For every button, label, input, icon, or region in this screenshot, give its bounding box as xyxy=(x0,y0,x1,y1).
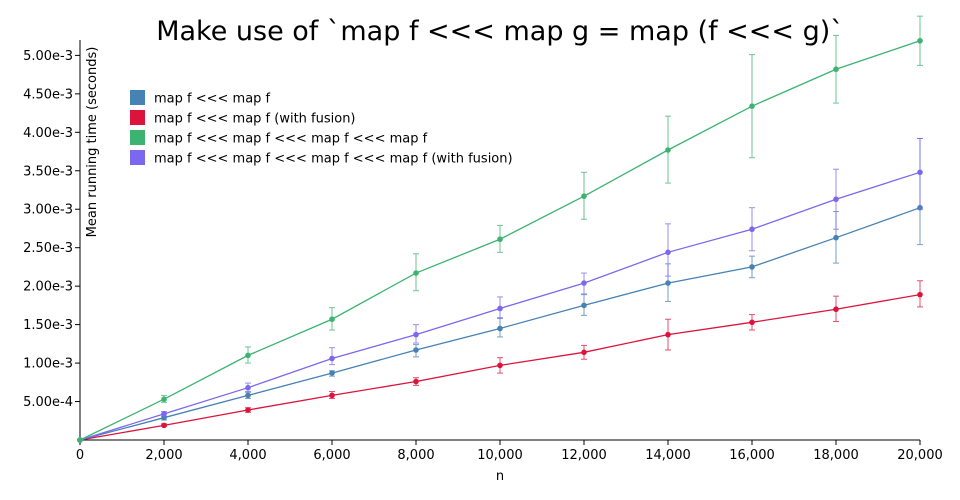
data-point xyxy=(329,370,335,376)
y-tick-label: 1.00e-3 xyxy=(23,357,73,372)
x-tick-label: 10,000 xyxy=(477,448,523,463)
data-point xyxy=(497,325,503,332)
legend-swatch xyxy=(130,110,145,125)
data-point xyxy=(665,147,671,153)
data-point xyxy=(329,355,335,362)
y-axis-ticks: 5.00e-4 1.00e-3 1.50e-3 2.00e-3 2.50e-3 3.00e… xyxy=(23,49,80,410)
data-point xyxy=(497,362,503,369)
x-tick-label: 16,000 xyxy=(729,448,775,463)
x-tick-label: 4,000 xyxy=(229,448,266,463)
x-axis-ticks: 0 2,000 4,000 6,000 8,000 10,000 12,000 14,000 1… xyxy=(76,440,943,463)
data-point xyxy=(749,226,755,233)
x-tick-label: 6,000 xyxy=(313,448,350,463)
data-point xyxy=(833,196,839,203)
x-tick-label: 12,000 xyxy=(561,448,607,463)
series-layer xyxy=(77,15,923,443)
legend-swatch xyxy=(130,130,145,145)
y-tick-label: 4.00e-3 xyxy=(23,126,73,141)
data-point xyxy=(749,319,755,326)
data-point xyxy=(581,280,587,286)
data-point xyxy=(161,422,167,429)
x-tick-label: 14,000 xyxy=(645,448,691,463)
data-point xyxy=(749,103,755,109)
data-point xyxy=(833,306,839,313)
data-point xyxy=(245,407,251,413)
data-point xyxy=(329,316,335,323)
data-point xyxy=(161,396,167,403)
legend-label: map f <<< map f <<< map f <<< map f xyxy=(154,132,428,147)
data-point xyxy=(497,305,503,312)
data-point xyxy=(749,264,755,270)
data-point xyxy=(917,37,923,44)
data-point xyxy=(329,392,335,399)
legend: map f <<< map f map f <<< map f (with fus… xyxy=(130,90,513,167)
y-tick-label: 4.50e-3 xyxy=(23,87,73,102)
data-point xyxy=(581,349,587,356)
y-tick-label: 5.00e-3 xyxy=(23,49,73,64)
chart-title: Make use of `map f <<< map g = map (f <<… xyxy=(156,16,844,47)
x-tick-label: 2,000 xyxy=(145,448,182,463)
legend-label: map f <<< map f (with fusion) xyxy=(154,112,356,127)
y-tick-label: 3.00e-3 xyxy=(23,203,73,218)
y-tick-label: 1.50e-3 xyxy=(23,318,73,333)
data-point xyxy=(665,280,671,286)
data-point xyxy=(413,347,419,353)
data-point xyxy=(833,234,839,241)
data-point xyxy=(665,331,671,338)
y-tick-label: 2.50e-3 xyxy=(23,241,73,256)
series-group xyxy=(77,137,923,443)
y-tick-label: 5.00e-4 xyxy=(23,395,73,410)
x-tick-label: 0 xyxy=(76,448,84,463)
y-tick-label: 2.00e-3 xyxy=(23,280,73,295)
legend-swatch xyxy=(130,150,145,165)
data-point xyxy=(581,193,587,199)
legend-label: map f <<< map f <<< map f <<< map f (wit… xyxy=(154,152,513,167)
data-point xyxy=(245,352,251,359)
data-point xyxy=(581,302,587,309)
legend-swatch xyxy=(130,90,145,105)
data-point xyxy=(665,249,671,256)
x-tick-label: 8,000 xyxy=(397,448,434,463)
y-tick-label: 3.50e-3 xyxy=(23,164,73,179)
data-point xyxy=(497,236,503,243)
x-tick-label: 20,000 xyxy=(897,448,943,463)
data-point xyxy=(413,270,419,276)
data-point xyxy=(77,437,83,443)
series-group xyxy=(77,137,923,443)
x-tick-label: 18,000 xyxy=(813,448,859,463)
x-axis-label: n xyxy=(496,469,504,484)
data-point xyxy=(161,411,167,417)
series-group xyxy=(77,280,923,443)
data-point xyxy=(833,66,839,73)
data-point xyxy=(413,378,419,385)
data-point xyxy=(245,392,251,399)
data-point xyxy=(413,331,419,338)
series-group xyxy=(77,15,923,443)
legend-label: map f <<< map f xyxy=(154,92,271,107)
data-point xyxy=(245,384,251,391)
data-point xyxy=(917,169,923,176)
data-point xyxy=(917,291,923,298)
y-axis-label: Mean running time (seconds) xyxy=(85,47,100,238)
